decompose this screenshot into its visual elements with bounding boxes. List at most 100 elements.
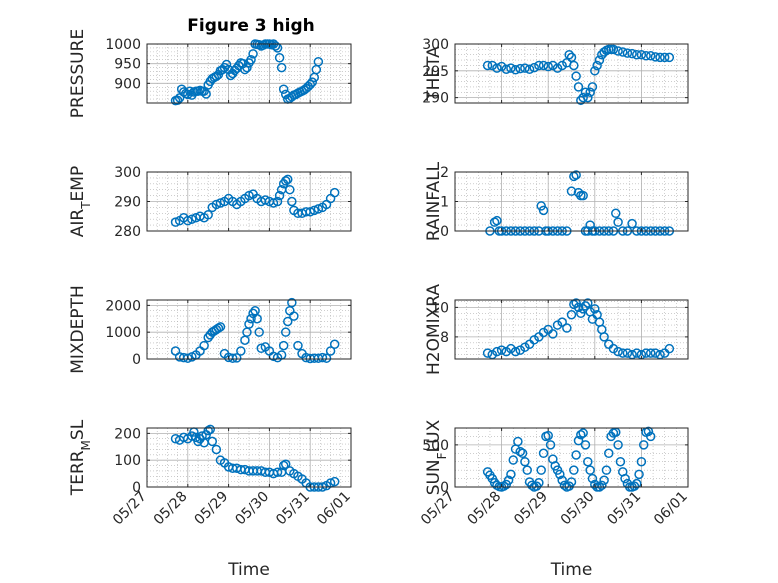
data-point (240, 64, 250, 75)
data-point (631, 49, 642, 60)
data-point (585, 220, 595, 230)
data-point (278, 460, 289, 471)
data-point (576, 429, 586, 440)
y-tick-label: 500 (422, 438, 449, 454)
data-point (641, 348, 651, 358)
data-point (496, 61, 507, 72)
data-point (634, 469, 644, 480)
data-point (636, 49, 647, 60)
data-point (608, 343, 619, 354)
data-point (573, 435, 584, 446)
data-point (655, 52, 665, 63)
subplot-5: 0 1000 2000 MIXDEPTH (68, 285, 352, 374)
y-axis-label: AIRTEMP (68, 166, 93, 237)
data-point (611, 208, 621, 219)
data-point (211, 199, 222, 210)
y-tick-label: 300 (422, 37, 449, 53)
data-point (325, 346, 336, 356)
data-point (636, 456, 647, 467)
x-tick-label: 05/28 (151, 489, 191, 529)
y-axis-label: PRESSURE (68, 29, 88, 118)
data-point (583, 456, 593, 467)
data-point (305, 207, 315, 217)
data-point (329, 339, 340, 349)
data-point (287, 196, 297, 207)
data-point (520, 63, 530, 73)
y-tick-label: 0 (132, 480, 141, 496)
data-point (571, 450, 581, 460)
data-point (580, 87, 591, 98)
y-tick-label: 200 (114, 426, 141, 442)
data-point (599, 475, 609, 486)
data-point (569, 465, 579, 475)
y-tick-label: 0 (440, 224, 449, 240)
data-point (260, 195, 271, 205)
data-point (272, 196, 283, 207)
data-point (510, 346, 521, 357)
data-point (501, 346, 512, 357)
data-point (520, 456, 530, 467)
data-point (599, 332, 609, 342)
data-point (594, 55, 605, 65)
data-point (650, 52, 661, 62)
y-axis-label: MIXDEPTH (68, 285, 88, 374)
data-point (278, 84, 289, 94)
figure-title: Figure 3 high (187, 16, 315, 36)
data-point (317, 352, 328, 363)
data-point (197, 431, 207, 441)
data-point (293, 340, 303, 351)
data-point (638, 440, 649, 450)
data-point (592, 60, 602, 71)
x-axis-label: Time (550, 560, 593, 580)
data-point (272, 467, 283, 477)
y-tick-label: 1000 (105, 325, 141, 341)
data-point (482, 348, 493, 358)
data-point (211, 444, 222, 455)
data-point (487, 60, 498, 71)
y-tick-label: 950 (114, 57, 141, 73)
x-tick-label: 05/27 (110, 489, 150, 529)
y-tick-label: 0 (132, 352, 141, 368)
axes-box (454, 43, 689, 104)
data-point (601, 465, 612, 475)
x-tick-label: 05/31 (273, 489, 313, 529)
data-series (170, 174, 340, 227)
x-tick-label: 05/28 (465, 489, 505, 529)
data-point (215, 198, 226, 208)
data-point (580, 440, 591, 450)
data-point (622, 48, 633, 58)
data-point (566, 186, 577, 196)
y-axis-label: RAINFALL (424, 161, 444, 241)
data-point (585, 465, 595, 475)
data-point (529, 62, 539, 73)
x-tick-label: 06/01 (314, 489, 354, 529)
data-point (545, 440, 556, 450)
data-point (482, 60, 493, 71)
data-point (543, 61, 553, 72)
data-point (254, 327, 264, 337)
data-point (496, 345, 507, 355)
data-point (510, 64, 521, 75)
data-point (641, 51, 651, 61)
data-point (280, 176, 291, 186)
data-point (580, 301, 591, 311)
data-point (524, 64, 535, 74)
data-point (627, 48, 637, 59)
axes-box (146, 43, 352, 104)
data-point (631, 348, 642, 358)
data-point (548, 60, 558, 71)
y-tick-label: 300 (114, 165, 141, 181)
data-point (587, 82, 598, 92)
data-point (515, 446, 525, 457)
data-point (555, 469, 565, 480)
data-point (557, 475, 567, 486)
data-point (566, 477, 577, 487)
data-point (499, 481, 509, 491)
data-point (489, 217, 500, 227)
data-series (482, 298, 675, 360)
data-point (513, 436, 523, 447)
data-point (578, 92, 588, 103)
subplot-1: 900 950 1000 PRESSURE (68, 29, 352, 118)
y-tick-label: 8 (440, 330, 449, 346)
